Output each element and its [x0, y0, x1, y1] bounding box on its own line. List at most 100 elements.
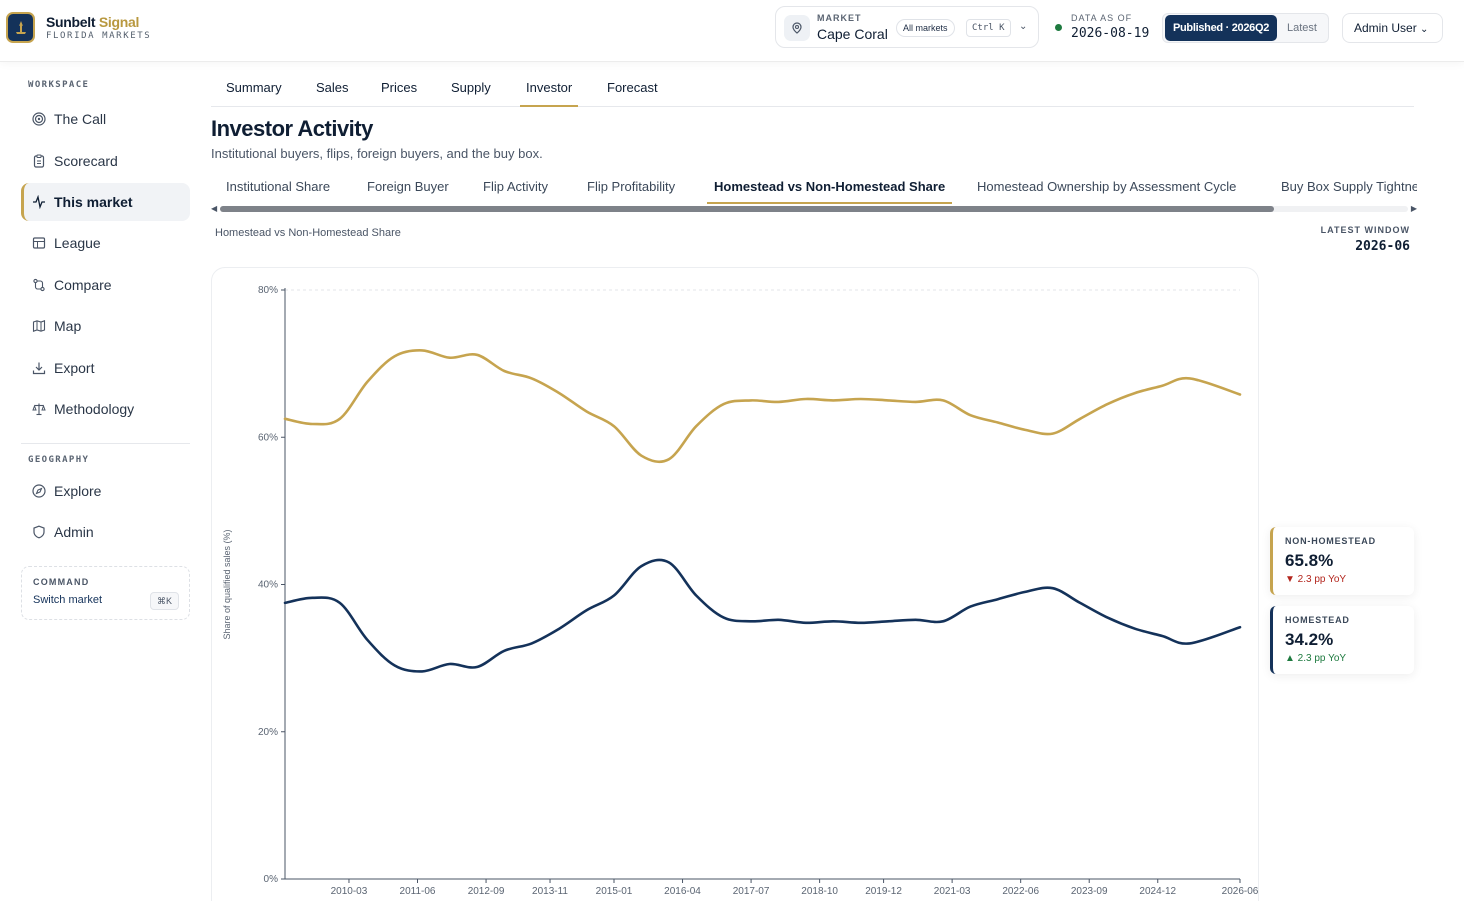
- geography-section-label: GEOGRAPHY: [28, 455, 90, 465]
- shield-icon: [32, 525, 46, 539]
- workspace-section-label: WORKSPACE: [28, 80, 90, 90]
- all-markets-chip[interactable]: All markets: [896, 19, 955, 37]
- chevron-down-icon[interactable]: ⌄: [1019, 21, 1028, 32]
- sidebar-item-label: League: [54, 235, 101, 251]
- sidebar-item-map[interactable]: Map: [21, 307, 190, 345]
- subtab-homestead-ownership[interactable]: Homestead Ownership by Assessment Cycle: [977, 179, 1237, 194]
- user-menu-button[interactable]: Admin User ⌄: [1342, 13, 1443, 43]
- shortcut-hint: Ctrl K: [966, 19, 1011, 37]
- x-tick-label: 2015-01: [596, 886, 633, 897]
- chart-caption: Homestead vs Non-Homestead Share: [215, 227, 401, 239]
- switch-market-link[interactable]: Switch market: [33, 594, 103, 606]
- map-icon: [32, 319, 46, 333]
- sidebar-item-label: Admin: [54, 524, 94, 540]
- chevron-down-icon: ⌄: [1420, 24, 1429, 35]
- sidebar-item-this-market[interactable]: This market: [21, 183, 190, 221]
- kpi-homestead: HOMESTEAD 34.2% ▲ 2.3 pp YoY: [1270, 606, 1414, 674]
- tab-forecast[interactable]: Forecast: [607, 80, 658, 95]
- kpi-value: 65.8%: [1285, 551, 1334, 570]
- subtab-flip-activity[interactable]: Flip Activity: [483, 179, 549, 194]
- chart-card: 0% 20% 40% 60% 80% 2010-03 2011-06 2012-09 2013-…: [211, 267, 1259, 901]
- sidebar-item-label: This market: [54, 194, 133, 210]
- kpi-label: NON-HOMESTEAD: [1285, 536, 1376, 546]
- market-name: Cape Coral: [817, 26, 888, 42]
- subtab-homestead-share[interactable]: Homestead vs Non-Homestead Share: [706, 179, 953, 204]
- x-tick-label: 2011-06: [400, 886, 436, 897]
- line-chart: 0% 20% 40% 60% 80% 2010-03 2011-06 2012-09 2013-…: [222, 285, 1259, 897]
- scale-icon: [32, 402, 46, 416]
- tab-prices[interactable]: Prices: [381, 80, 418, 95]
- logo-icon: [15, 20, 26, 34]
- brand-name: Sunbelt Signal: [46, 14, 140, 30]
- sidebar-item-label: The Call: [54, 111, 107, 127]
- y-tick-label: 0%: [264, 874, 279, 885]
- sidebar-item-methodology[interactable]: Methodology: [21, 390, 190, 428]
- market-label: MARKET: [817, 13, 862, 23]
- sidebar-item-admin[interactable]: Admin: [21, 513, 190, 551]
- x-tick-label: 2023-09: [1071, 886, 1108, 897]
- x-tick-label: 2024-12: [1139, 886, 1176, 897]
- x-tick-label: 2019-12: [865, 886, 902, 897]
- sidebar-item-label: Methodology: [54, 401, 135, 417]
- series-line-homestead: [283, 558, 1242, 673]
- chart-subtabs: Institutional Share Foreign Buyer Flip A…: [211, 170, 1417, 204]
- y-tick-label: 80%: [258, 285, 278, 296]
- tab-sales[interactable]: Sales: [316, 80, 349, 95]
- sidebar-item-compare[interactable]: Compare: [21, 266, 190, 304]
- command-palette-box[interactable]: COMMAND Switch market ⌘K: [21, 566, 190, 620]
- brand-subtitle: FLORIDA MARKETS: [46, 31, 152, 41]
- sidebar-item-label: Compare: [54, 277, 112, 293]
- activity-icon: [32, 195, 46, 209]
- compass-icon: [32, 484, 46, 498]
- user-name: Admin User: [1354, 21, 1417, 35]
- sidebar-item-label: Map: [54, 318, 82, 334]
- subtab-buy-box-supply[interactable]: Buy Box Supply Tightness: [1281, 179, 1417, 194]
- page-title: Investor Activity: [211, 116, 373, 141]
- y-axis-title: Share of qualified sales (%): [222, 529, 232, 639]
- market-selector[interactable]: MARKET Cape Coral All markets Ctrl K ⌄: [775, 6, 1039, 48]
- tab-investor[interactable]: Investor: [519, 80, 579, 107]
- page-subtitle: Institutional buyers, flips, foreign buy…: [211, 146, 543, 161]
- x-tick-label: 2010-03: [331, 886, 368, 897]
- sidebar-item-explore[interactable]: Explore: [21, 472, 190, 510]
- subtab-foreign-buyer[interactable]: Foreign Buyer: [367, 179, 449, 194]
- scrollbar-thumb[interactable]: [220, 206, 1274, 212]
- sidebar-item-the-call[interactable]: The Call: [21, 100, 190, 138]
- subtab-institutional-share[interactable]: Institutional Share: [226, 179, 331, 194]
- tab-summary[interactable]: Summary: [226, 80, 282, 95]
- x-tick-label: 2018-10: [801, 886, 838, 897]
- compare-icon: [32, 278, 46, 292]
- subtab-scrollbar[interactable]: ◀ ▶: [211, 204, 1417, 214]
- x-tick-label: 2012-09: [468, 886, 505, 897]
- y-tick-label: 40%: [258, 580, 278, 591]
- table-icon: [32, 236, 46, 250]
- top-bar: Sunbelt Signal FLORIDA MARKETS MARKET Ca…: [0, 0, 1464, 62]
- latest-button[interactable]: Latest: [1287, 22, 1317, 34]
- kpi-label: HOMESTEAD: [1285, 615, 1350, 625]
- location-pin-icon: [784, 15, 810, 41]
- sidebar-item-label: Scorecard: [54, 153, 118, 169]
- scroll-left-icon[interactable]: ◀: [211, 204, 218, 213]
- x-tick-label: 2013-11: [532, 886, 568, 897]
- x-tick-label: 2021-03: [934, 886, 971, 897]
- sidebar-item-league[interactable]: League: [21, 224, 190, 262]
- y-tick-label: 20%: [258, 727, 278, 738]
- x-tick-label: 2016-04: [664, 886, 701, 897]
- target-icon: [32, 112, 46, 126]
- app-logo[interactable]: [6, 12, 35, 43]
- published-button[interactable]: Published · 2026Q2: [1165, 15, 1277, 41]
- scroll-right-icon[interactable]: ▶: [1410, 204, 1417, 213]
- x-tick-label: 2026-06: [1222, 886, 1259, 897]
- latest-window-label: LATEST WINDOW: [1320, 225, 1410, 235]
- sidebar-divider: [21, 443, 190, 444]
- kpi-value: 34.2%: [1285, 630, 1334, 649]
- main-tabs: Summary Sales Prices Supply Investor For…: [211, 72, 1414, 107]
- data-as-of-date: 2026-08-19: [1071, 26, 1150, 41]
- series-line-non-homestead: [283, 349, 1242, 464]
- sidebar-item-export[interactable]: Export: [21, 349, 190, 387]
- tab-supply[interactable]: Supply: [451, 80, 491, 95]
- subtab-flip-profitability[interactable]: Flip Profitability: [587, 179, 676, 194]
- sidebar-item-scorecard[interactable]: Scorecard: [21, 142, 190, 180]
- command-label: COMMAND: [33, 577, 90, 587]
- sidebar-item-label: Export: [54, 360, 95, 376]
